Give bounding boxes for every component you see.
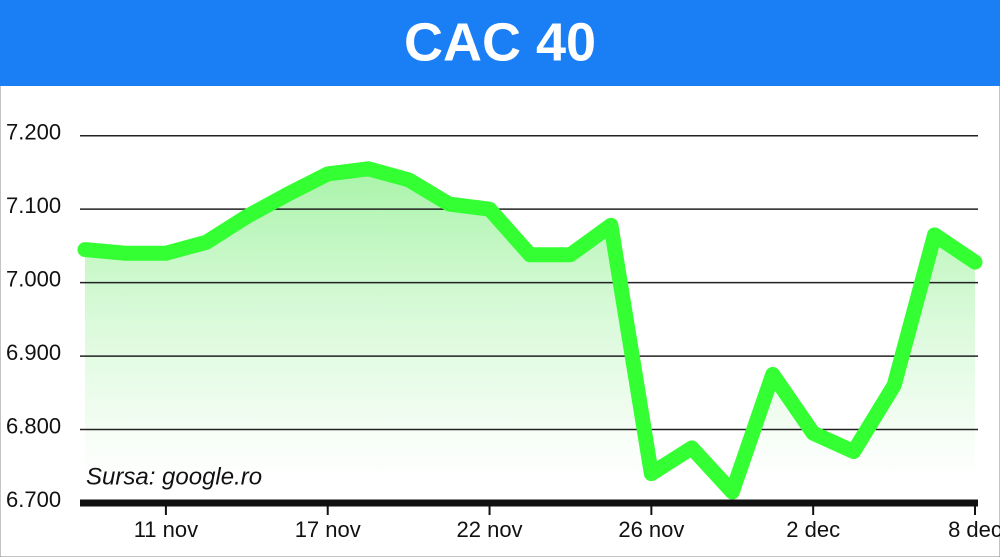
x-tick-label: 8 dec <box>948 517 1000 542</box>
x-tick-label: 22 nov <box>457 517 523 542</box>
y-tick-label: 6.700 <box>6 487 61 512</box>
y-tick-label: 7.200 <box>6 120 61 145</box>
y-tick-label: 7.100 <box>6 193 61 218</box>
chart-title: CAC 40 <box>404 12 596 72</box>
y-tick-label: 7.000 <box>6 266 61 291</box>
y-tick-label: 6.800 <box>6 413 61 438</box>
header <box>0 0 1000 86</box>
x-tick-label: 2 dec <box>786 517 840 542</box>
x-tick-label: 17 nov <box>295 517 361 542</box>
source-note: Sursa: google.ro <box>86 463 262 490</box>
data-line <box>77 161 983 500</box>
plot: 6.700 6.800 6.900 7.000 7.100 7.200 11 nov 17 n… <box>6 120 1000 542</box>
x-tick-label: 11 nov <box>134 517 198 542</box>
area-fill <box>85 168 975 504</box>
y-tick-label: 6.900 <box>6 340 61 365</box>
x-tick-label: 26 nov <box>618 517 684 542</box>
